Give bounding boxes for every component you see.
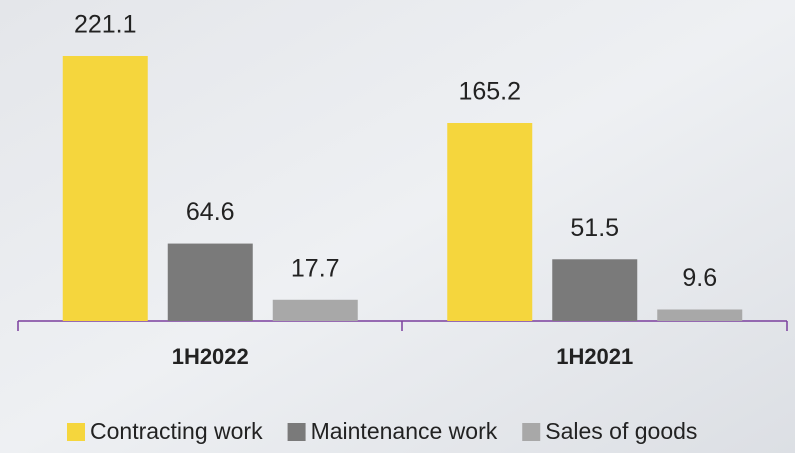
legend-swatch (288, 423, 306, 441)
value-label: 51.5 (570, 214, 619, 242)
chart: 1H2022 221.1 64.6 17.7 1H2021 165.2 51.5 9.6 Con… (0, 0, 795, 453)
legend-label: Sales of goods (545, 418, 697, 444)
bar (63, 56, 148, 321)
legend-label: Contracting work (90, 418, 263, 444)
bar (447, 123, 532, 321)
value-label: 221.1 (74, 11, 137, 39)
bar (273, 300, 358, 321)
x-tick-label: 1H2021 (556, 344, 633, 369)
legend-swatch (522, 423, 540, 441)
bar (168, 244, 253, 321)
legend-label: Maintenance work (311, 418, 498, 444)
bar (552, 259, 637, 321)
bar (657, 309, 742, 321)
value-label: 165.2 (458, 78, 521, 106)
value-label: 9.6 (682, 264, 717, 292)
value-label: 17.7 (291, 254, 340, 282)
legend-swatch (67, 423, 85, 441)
value-label: 64.6 (186, 198, 235, 226)
x-tick-label: 1H2022 (172, 344, 249, 369)
